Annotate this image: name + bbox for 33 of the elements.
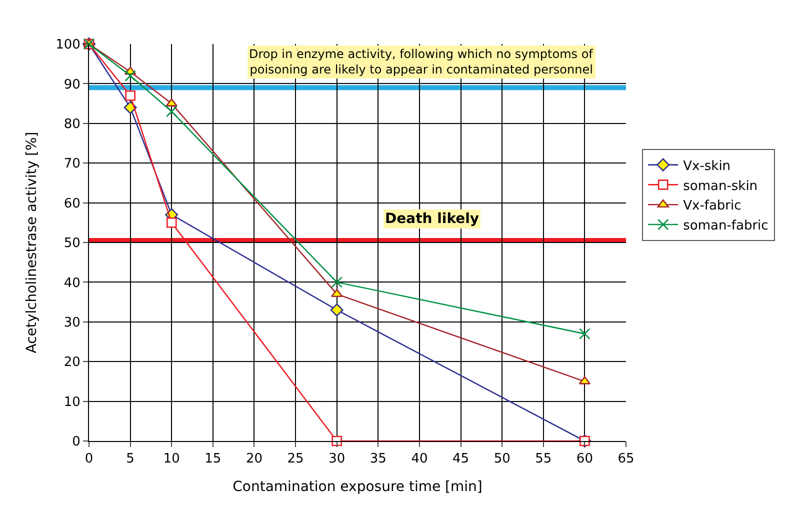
x-tick-label: 65 bbox=[618, 452, 634, 467]
legend-label: Vx-fabric bbox=[683, 198, 742, 214]
y-tick-label: 70 bbox=[64, 156, 80, 172]
y-tick-label: 40 bbox=[64, 276, 80, 291]
y-tick-label: 0 bbox=[72, 434, 80, 450]
x-tick-label: 20 bbox=[246, 452, 263, 467]
x-tick-label: 35 bbox=[370, 452, 386, 467]
ref-line-label: Drop in enzyme activity, following which no symptoms of poisoning are likely to appear in contaminated personnel bbox=[249, 47, 594, 77]
legend-label: Vx-skin bbox=[683, 158, 731, 174]
x-tick-label: 40 bbox=[411, 452, 428, 467]
y-axis-title: Acetylcholinestrase activity [%] bbox=[24, 132, 40, 354]
x-tick-label: 60 bbox=[576, 452, 593, 467]
y-tick-label: 80 bbox=[64, 116, 80, 132]
x-tick-label: 45 bbox=[452, 452, 470, 467]
y-tick-label: 30 bbox=[64, 315, 80, 330]
legend-label: soman-fabric bbox=[683, 218, 768, 234]
x-tick-label: 15 bbox=[204, 452, 222, 467]
legend-label: soman-skin bbox=[683, 178, 758, 194]
x-axis-title: Contamination exposure time [min] bbox=[232, 478, 482, 495]
x-tick-label: 5 bbox=[126, 452, 134, 467]
x-tick-label: 55 bbox=[535, 452, 552, 467]
y-tick-label: 60 bbox=[64, 196, 80, 212]
y-tick-label: 50 bbox=[64, 236, 80, 252]
x-tick-label: 0 bbox=[84, 452, 94, 467]
x-tick-label: 25 bbox=[287, 452, 304, 467]
x-tick-label: 10 bbox=[163, 452, 180, 467]
ref-line-label: Death likely bbox=[385, 211, 480, 227]
y-tick-label: 20 bbox=[64, 355, 80, 370]
y-tick-label: 10 bbox=[64, 394, 80, 410]
x-tick-label: 50 bbox=[494, 452, 510, 467]
x-tick-label: 30 bbox=[328, 452, 346, 467]
y-tick-label: 100 bbox=[56, 38, 80, 53]
y-tick-label: 90 bbox=[64, 77, 80, 92]
